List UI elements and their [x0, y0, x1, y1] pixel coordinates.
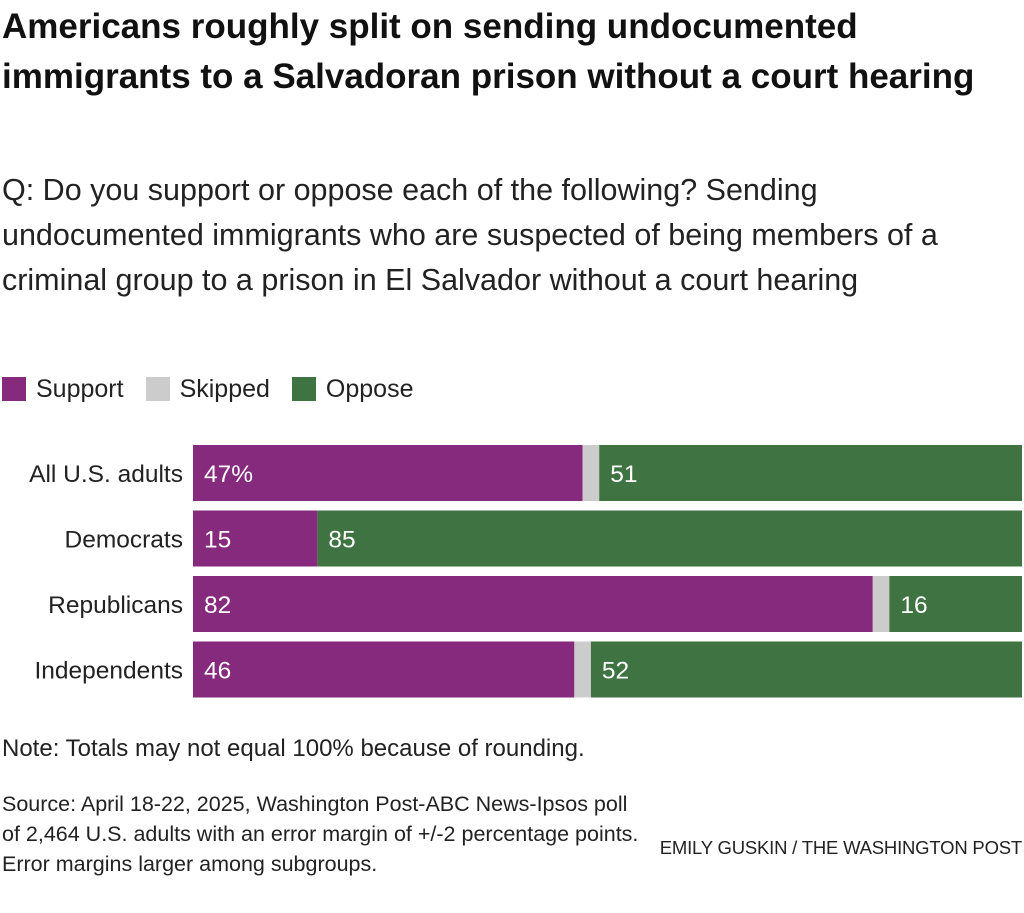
chart-subtitle: Q: Do you support or oppose each of the …	[2, 173, 938, 297]
bar-support-republicans	[193, 576, 873, 632]
data-label-oppose-all-u-s-adults: 51	[610, 461, 637, 488]
bar-oppose-republicans	[889, 576, 1022, 632]
chart-source: Source: April 18-22, 2025, Washington Po…	[2, 792, 639, 876]
bar-support-all-u-s-adults	[193, 445, 583, 501]
stacked-bar-chart: All U.S. adults 47% 51 Democrats 15 85 Republi…	[29, 445, 1023, 698]
category-label-democrats: Democrats	[65, 527, 183, 554]
legend: Support Skipped Oppose	[2, 372, 435, 406]
data-label-oppose-republicans: 16	[900, 592, 927, 619]
legend-item-support: Support	[2, 375, 124, 404]
category-label-all-u-s-adults: All U.S. adults	[29, 461, 183, 488]
legend-item-oppose: Oppose	[291, 374, 414, 404]
category-label-republicans: Republicans	[48, 592, 183, 619]
bar-oppose-all-u-s-adults	[599, 445, 1022, 501]
data-label-support-independents: 46	[204, 658, 231, 685]
bar-skipped-independents	[574, 641, 591, 698]
bar-oppose-independents	[590, 641, 1022, 698]
data-label-support-democrats: 15	[204, 527, 231, 554]
legend-label-oppose: Oppose	[325, 374, 414, 403]
bar-support-democrats	[193, 510, 318, 567]
data-label-support-all-u-s-adults: 47%	[204, 461, 253, 488]
chart-note: Note: Totals may not equal 100% because …	[2, 735, 585, 762]
bar-skipped-all-u-s-adults	[582, 445, 600, 501]
category-label-independents: Independents	[35, 658, 184, 685]
bar-support-independents	[193, 641, 575, 698]
legend-swatch-skipped	[145, 377, 170, 401]
legend-item-skipped: Skipped	[145, 374, 270, 404]
legend-label-support: Support	[36, 374, 124, 403]
data-label-support-republicans: 82	[204, 592, 231, 619]
bar-skipped-republicans	[872, 576, 890, 632]
legend-swatch-oppose	[291, 377, 316, 401]
data-label-oppose-democrats: 85	[328, 527, 355, 554]
legend-swatch-support	[2, 377, 26, 401]
legend-label-skipped: Skipped	[179, 374, 270, 403]
chart-credit: EMILY GUSKIN / THE WASHINGTON POST	[659, 837, 1022, 858]
data-label-oppose-independents: 52	[602, 658, 629, 685]
chart-title: Americans roughly split on sending undoc…	[2, 7, 975, 96]
bar-oppose-democrats	[317, 510, 1023, 567]
